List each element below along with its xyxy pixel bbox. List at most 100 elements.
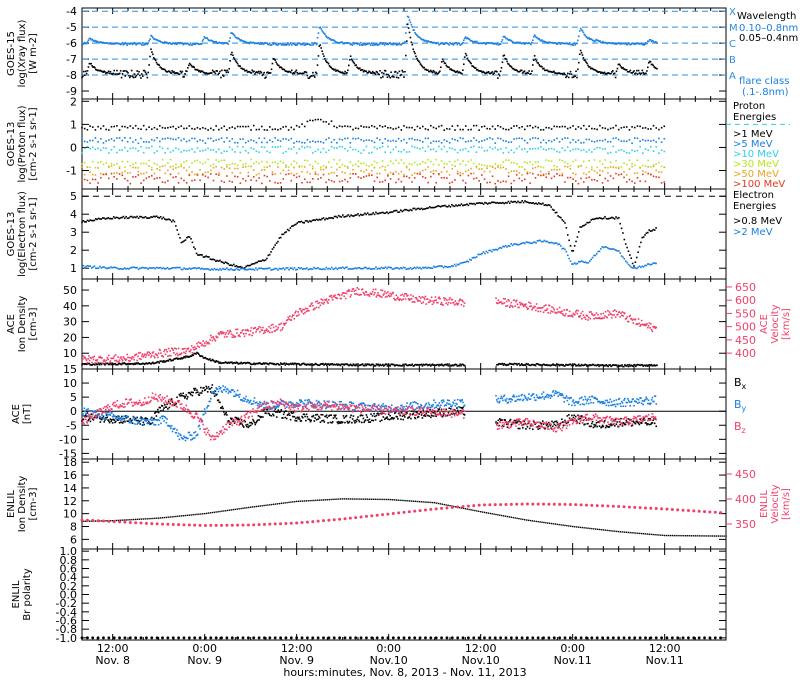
ace-velocity-point (361, 288, 364, 290)
xray-blue-point (129, 43, 131, 45)
electron-point (521, 200, 524, 202)
ace-density-point (148, 362, 150, 364)
xray-black-point (295, 69, 298, 72)
proton-point (145, 147, 148, 149)
proton-point (582, 181, 585, 183)
proton-point (86, 141, 89, 143)
ace-density-point (601, 364, 603, 366)
electron-point (197, 254, 199, 256)
xray-black-point (307, 77, 310, 80)
proton-point (523, 147, 526, 150)
xray-black-point (578, 61, 580, 64)
ace-density-point (429, 365, 432, 367)
proton-point (175, 163, 177, 166)
proton-point (585, 151, 588, 153)
xray-blue-point (142, 44, 145, 46)
ace-density-point (175, 357, 177, 360)
y-axis-label: GOES-13 (6, 212, 17, 257)
ace-velocity-point (242, 329, 244, 331)
proton-point (580, 127, 582, 130)
xray-black-point (646, 70, 648, 72)
xray-black-point (597, 71, 599, 74)
proton-point (290, 163, 293, 166)
xray-black-point (550, 71, 552, 73)
xray-blue-point (394, 42, 397, 45)
ace-velocity-point (395, 294, 398, 297)
electron-point (315, 218, 318, 221)
xray-blue-point (437, 42, 439, 44)
ace-velocity-point (291, 315, 293, 318)
proton-point (523, 139, 526, 142)
proton-point (153, 152, 156, 154)
ace-velocity-point (116, 360, 119, 363)
proton-point (499, 147, 502, 150)
proton-point (596, 146, 598, 149)
proton-point (397, 137, 400, 140)
electron-point (558, 216, 561, 218)
ace-density-point (332, 363, 334, 366)
proton-point (150, 166, 153, 169)
proton-point (419, 139, 421, 142)
proton-point (113, 175, 115, 178)
xray-blue-point (141, 42, 144, 44)
xray-blue-point (311, 42, 313, 44)
electron-point (350, 214, 352, 216)
electron-point (195, 252, 198, 255)
electron-point (555, 211, 558, 214)
ace-density-point (441, 364, 444, 367)
xray-black-point (617, 63, 620, 66)
electron-point (152, 215, 155, 218)
proton-point (210, 173, 212, 175)
ace-density-point (325, 364, 328, 367)
proton-point (550, 160, 553, 163)
xray-black-point (343, 72, 345, 75)
proton-point (346, 137, 349, 140)
electron-point (157, 267, 159, 269)
electron-point (266, 267, 268, 270)
proton-point (199, 128, 201, 130)
xray-blue-point (146, 43, 149, 46)
proton-point (357, 127, 360, 130)
electron-point (597, 250, 599, 253)
xray-black-point (421, 65, 424, 68)
proton-point (489, 170, 491, 173)
ace-density-point (346, 363, 348, 365)
proton-point (110, 165, 113, 167)
legend-entry: >100 MeV (733, 179, 785, 190)
electron-point (315, 267, 318, 270)
proton-point (362, 170, 365, 173)
proton-point (481, 125, 483, 128)
ace-velocity-point (435, 299, 437, 301)
electron-point (627, 263, 630, 266)
ace-density-point (435, 364, 437, 367)
electron-point (90, 219, 93, 222)
electron-point (165, 218, 167, 221)
electron-point (368, 213, 370, 216)
xray-blue-point (535, 36, 538, 39)
proton-point (588, 125, 590, 128)
xray-black-point (579, 49, 582, 52)
xray-blue-point (387, 43, 390, 46)
ace-velocity-point (348, 289, 350, 291)
proton-point (596, 171, 598, 174)
electron-point (92, 266, 94, 268)
electron-point (275, 267, 278, 270)
xray-blue-point (476, 41, 479, 44)
xray-blue-point (610, 42, 612, 44)
xray-blue-point (460, 43, 462, 46)
electron-point (631, 267, 634, 269)
proton-point (443, 162, 446, 165)
xray-black-point (433, 71, 436, 73)
xray-blue-point (288, 44, 290, 46)
xray-black-point (357, 67, 359, 69)
proton-point (330, 141, 333, 144)
xray-blue-point (623, 42, 625, 45)
proton-point (201, 173, 204, 175)
proton-point (244, 179, 247, 182)
electron-point (252, 263, 254, 265)
electron-point (554, 211, 557, 214)
xray-black-point (397, 77, 400, 79)
proton-point (448, 160, 451, 163)
ace-density-point (376, 364, 379, 366)
xray-blue-point (150, 34, 152, 37)
